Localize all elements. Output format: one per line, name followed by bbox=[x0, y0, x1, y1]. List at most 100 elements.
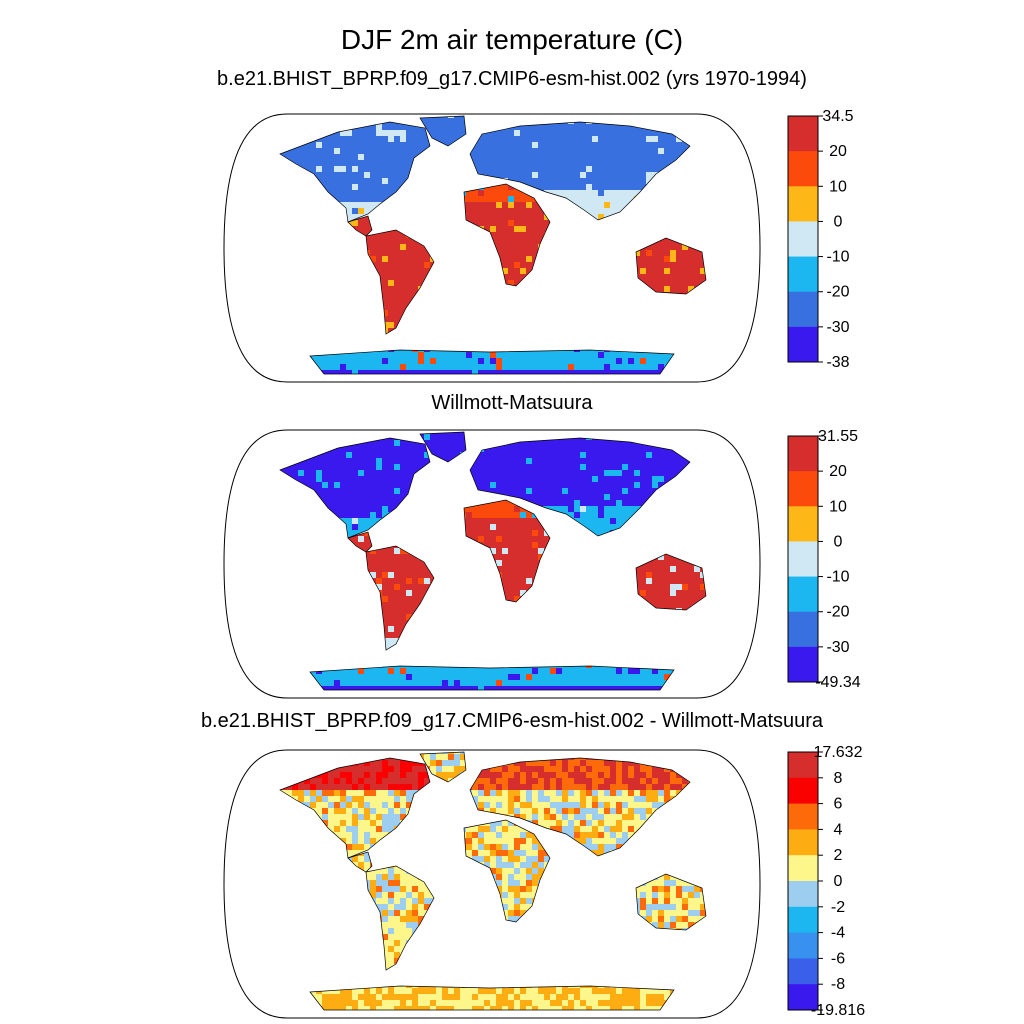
grid-cell bbox=[238, 382, 244, 388]
grid-cell bbox=[220, 160, 226, 166]
grid-cell bbox=[220, 328, 226, 334]
grid-cell bbox=[220, 196, 226, 202]
grid-cell bbox=[760, 358, 766, 364]
grid-cell bbox=[550, 382, 556, 388]
grid-cell bbox=[358, 166, 364, 172]
grid-cell bbox=[250, 376, 256, 382]
grid-cell bbox=[676, 382, 682, 388]
grid-cell bbox=[244, 370, 250, 376]
grid-cell bbox=[220, 130, 226, 136]
grid-cell bbox=[760, 346, 766, 352]
grid-cell bbox=[760, 142, 766, 148]
grid-cell bbox=[382, 142, 388, 148]
grid-cell bbox=[220, 340, 226, 346]
grid-cell bbox=[322, 166, 328, 172]
grid-cell bbox=[736, 112, 742, 118]
grid-cell bbox=[388, 172, 394, 178]
grid-cell bbox=[706, 382, 712, 388]
grid-cell bbox=[328, 148, 334, 154]
grid-cell bbox=[376, 154, 382, 160]
grid-cell bbox=[334, 136, 340, 142]
grid-cell bbox=[748, 364, 754, 370]
grid-cell bbox=[514, 382, 520, 388]
grid-cell bbox=[238, 376, 244, 382]
grid-cell bbox=[220, 112, 226, 118]
grid-cell bbox=[220, 142, 226, 148]
grid-cell bbox=[352, 166, 358, 172]
grid-cell bbox=[760, 298, 766, 304]
grid-cell bbox=[754, 154, 760, 160]
grid-cell bbox=[322, 154, 328, 160]
grid-cell bbox=[310, 154, 316, 160]
grid-cell bbox=[730, 112, 736, 118]
grid-cell bbox=[724, 112, 730, 118]
grid-cell bbox=[760, 370, 766, 376]
grid-cell bbox=[232, 130, 238, 136]
grid-cell bbox=[388, 136, 394, 142]
grid-cell bbox=[760, 112, 766, 118]
grid-cell bbox=[244, 112, 250, 118]
grid-cell bbox=[748, 112, 754, 118]
grid-cell bbox=[298, 148, 304, 154]
grid-cell bbox=[754, 370, 760, 376]
grid-cell bbox=[508, 382, 514, 388]
grid-cell bbox=[754, 172, 760, 178]
grid-cell bbox=[226, 364, 232, 370]
grid-cell bbox=[334, 190, 340, 196]
grid-cell bbox=[520, 382, 526, 388]
grid-cell bbox=[394, 166, 400, 172]
panel-1-map bbox=[220, 112, 764, 384]
grid-cell bbox=[328, 382, 334, 388]
grid-cell bbox=[244, 112, 250, 118]
grid-cell bbox=[742, 124, 748, 130]
grid-cell bbox=[598, 382, 604, 388]
grid-cell bbox=[232, 142, 238, 148]
grid-cell bbox=[346, 172, 352, 178]
grid-cell bbox=[460, 382, 466, 388]
grid-cell bbox=[466, 382, 472, 388]
grid-cell bbox=[748, 118, 754, 124]
grid-cell bbox=[322, 142, 328, 148]
grid-cell bbox=[382, 166, 388, 172]
grid-cell bbox=[454, 124, 460, 130]
grid-cell bbox=[760, 256, 766, 262]
grid-cell bbox=[742, 124, 748, 130]
grid-cell bbox=[340, 136, 346, 142]
grid-cell bbox=[226, 148, 232, 154]
grid-cell bbox=[352, 196, 358, 202]
grid-cell bbox=[220, 118, 226, 124]
grid-cell bbox=[328, 142, 334, 148]
grid-cell bbox=[742, 364, 748, 370]
grid-cell bbox=[496, 382, 502, 388]
grid-cell bbox=[412, 142, 418, 148]
grid-cell bbox=[742, 130, 748, 136]
grid-cell bbox=[274, 382, 280, 388]
grid-cell bbox=[232, 136, 238, 142]
grid-cell bbox=[226, 358, 232, 364]
grid-cell bbox=[226, 130, 232, 136]
grid-cell bbox=[322, 178, 328, 184]
grid-cell bbox=[400, 142, 406, 148]
grid-cell bbox=[226, 124, 232, 130]
grid-cell bbox=[664, 382, 670, 388]
grid-cell bbox=[232, 136, 238, 142]
grid-cell bbox=[238, 124, 244, 130]
grid-cell bbox=[226, 148, 232, 154]
grid-cell bbox=[244, 376, 250, 382]
grid-cell bbox=[760, 130, 766, 136]
grid-cell bbox=[694, 382, 700, 388]
grid-cell bbox=[394, 178, 400, 184]
grid-cell bbox=[394, 148, 400, 154]
grid-cell bbox=[376, 124, 382, 130]
grid-cell bbox=[760, 232, 766, 238]
grid-cell bbox=[436, 130, 442, 136]
grid-cell bbox=[532, 382, 538, 388]
grid-cell bbox=[382, 148, 388, 154]
grid-cell bbox=[628, 382, 634, 388]
grid-cell bbox=[346, 148, 352, 154]
grid-cell bbox=[358, 190, 364, 196]
grid-cell bbox=[388, 160, 394, 166]
grid-cell bbox=[226, 160, 232, 166]
grid-cell bbox=[388, 154, 394, 160]
grid-cell bbox=[538, 382, 544, 388]
